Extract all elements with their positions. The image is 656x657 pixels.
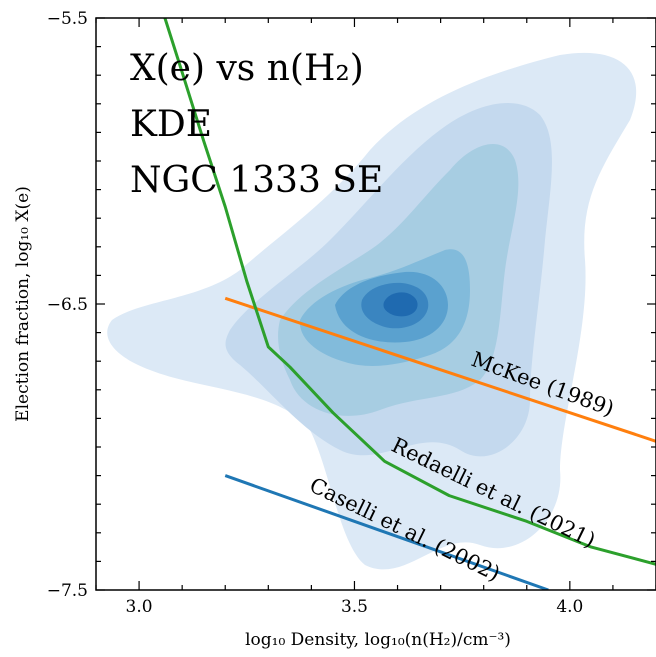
series-line-redaelli <box>163 18 656 566</box>
y-axis-label: Election fraction, log₁₀ X(e) <box>13 186 33 422</box>
annotation-region: NGC 1333 SE <box>130 160 383 201</box>
y-tick-label: −7.5 <box>47 581 88 601</box>
series-line-mckee <box>224 296 656 443</box>
kde-level-7 <box>383 292 418 317</box>
x-tick-label: 3.0 <box>126 597 153 617</box>
annotation-title: X(e) vs n(H₂) <box>130 48 364 89</box>
y-axis: −5.5 −6.5 −7.5 <box>47 9 656 601</box>
x-tick-label: 4.0 <box>556 597 583 617</box>
y-tick-label: −5.5 <box>47 9 88 29</box>
y-tick-label: −6.5 <box>47 295 88 315</box>
x-tick-label: 3.5 <box>341 597 368 617</box>
annotation-method: KDE <box>130 104 212 145</box>
x-axis-label: log₁₀ Density, log₁₀(n(H₂)/cm⁻³) <box>245 630 511 650</box>
x-axis: 3.0 3.5 4.0 <box>95 18 656 617</box>
series-line-caselli <box>224 474 549 590</box>
series-lines <box>163 18 656 590</box>
